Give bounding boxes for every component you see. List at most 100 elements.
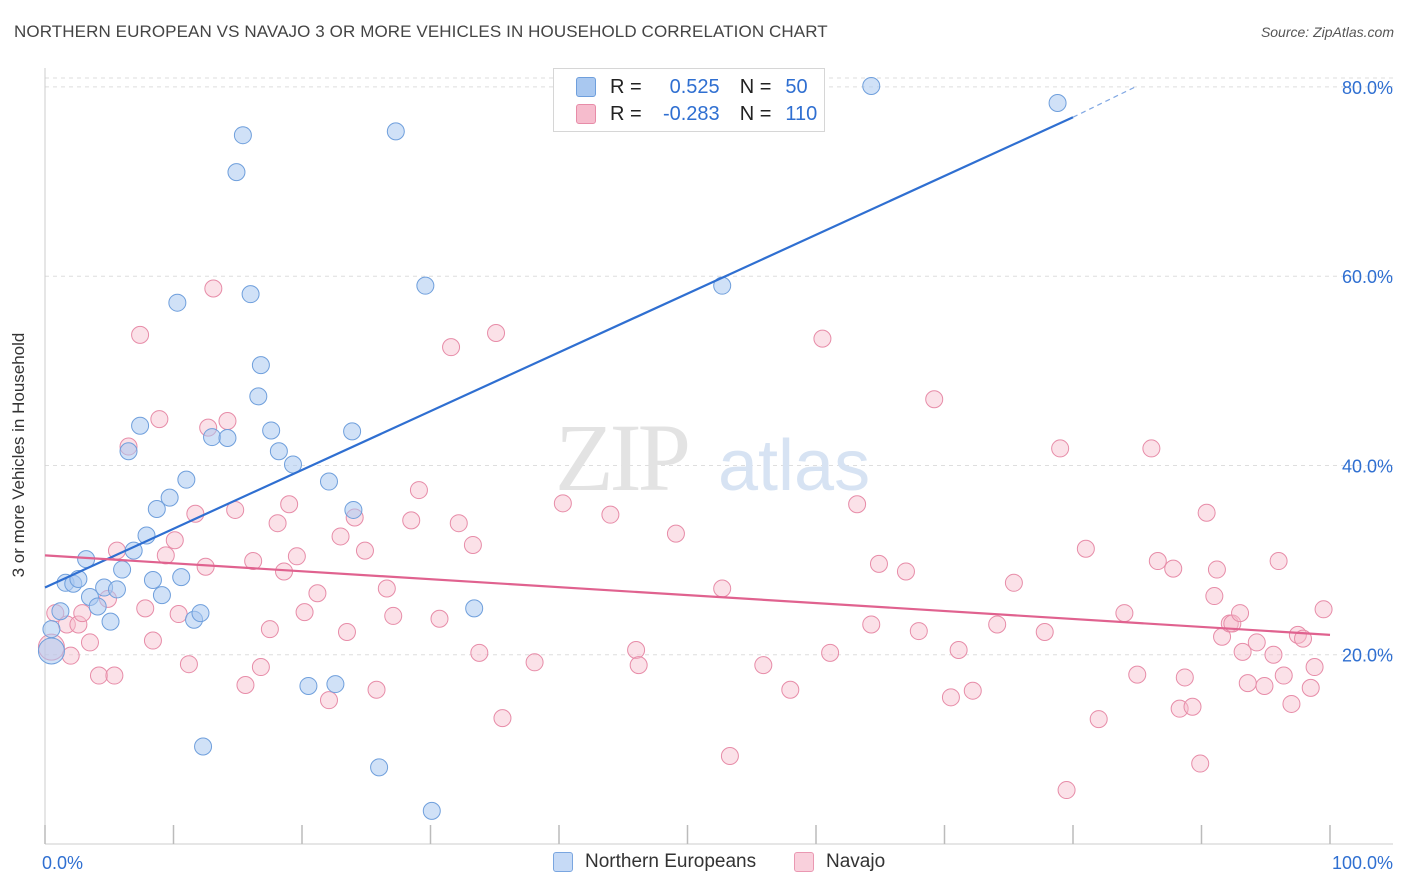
navajo-point [1269,552,1288,571]
navajo-point [295,603,314,622]
x-tick-label: 0.0% [42,853,83,873]
navajo-point [377,579,396,598]
navajo-point [821,643,840,662]
northern-europeans-point [101,612,120,631]
northern-europeans-point [152,586,171,605]
northern-europeans-point [177,470,196,489]
navajo-point [1115,604,1134,623]
navajo-point [430,609,449,628]
navajo-point [1089,710,1108,729]
northern-europeans-point [343,422,362,441]
navajo-point [629,656,648,675]
navajo-point [384,606,403,625]
navajo-point [1301,678,1320,697]
navajo-point [1274,666,1293,685]
northern-europeans-points [37,76,1067,820]
navajo-point [848,495,867,514]
stats-legend: R = 0.525 N = 50 R = -0.283 N = 110 [553,68,825,132]
northern-europeans-point [233,126,252,145]
trend-line-northern-europeans [44,116,1074,589]
navajo-point [713,579,732,598]
northern-europeans-point [319,472,338,491]
northern-europeans-point [37,637,65,665]
navajo-point [287,547,306,566]
navajo-point [319,691,338,710]
trend-line-navajo [44,554,1331,636]
navajo-point [355,541,374,560]
legend-item-navajo[interactable]: Navajo [794,851,885,873]
legend-swatch-pink [576,104,596,124]
trend-line-extension [1072,85,1138,118]
navajo-point [1247,633,1266,652]
northern-europeans-point [203,428,222,447]
navajo-point [1233,642,1252,661]
navajo-point [1175,668,1194,687]
navajo-point [1238,674,1257,693]
navajo-point [463,535,482,554]
navajo-point [1164,559,1183,578]
r-label: R = [610,75,642,98]
legend-swatch-blue [576,77,596,97]
legend-label: Navajo [826,851,886,872]
y-tick-label: 40.0% [1342,456,1393,476]
navajo-point [781,680,800,699]
navajo-point [1128,665,1147,684]
navajo-point [1282,694,1301,713]
y-tick-label: 20.0% [1342,646,1393,666]
r-label: R = [610,102,642,125]
legend-row-navajo: R = -0.283 N = 110 [576,102,817,126]
navajo-point [169,605,188,624]
northern-europeans-point [227,163,246,182]
n-value: 110 [785,102,818,125]
northern-europeans-point [113,560,132,579]
navajo-point [367,680,386,699]
navajo-point [553,494,572,513]
northern-europeans-point [143,570,162,589]
northern-europeans-point [262,421,281,440]
navajo-point [470,643,489,662]
navajo-point [73,604,92,623]
northern-europeans-point [191,604,210,623]
navajo-point [449,514,468,533]
northern-europeans-point [299,676,318,695]
northern-europeans-point [218,429,237,448]
northern-europeans-point [194,737,213,756]
navajo-point [813,329,832,348]
navajo-point [218,411,237,430]
chart-title: NORTHERN EUROPEAN VS NAVAJO 3 OR MORE VE… [14,22,828,41]
navajo-point [487,323,506,342]
navajo-point [862,615,881,634]
navajo-point [80,633,99,652]
northern-europeans-point [386,122,405,141]
series-legend: Northern Europeans Navajo [0,851,1406,877]
northern-europeans-point [131,416,150,435]
northern-europeans-point [370,758,389,777]
navajo-point [525,653,544,672]
navajo-point [627,641,646,659]
navajo-points [37,279,1333,800]
n-label: N = [739,75,772,98]
n-value: 50 [785,75,808,98]
navajo-point [1314,600,1333,619]
navajo-point [331,527,350,546]
navajo-point [136,599,155,618]
r-value: -0.283 [662,102,720,125]
navajo-point [869,554,888,573]
northern-europeans-point [42,620,61,639]
northern-europeans-point [172,568,191,587]
navajo-point [179,655,198,674]
northern-europeans-point [249,387,268,406]
navajo-point [1035,623,1054,642]
navajo-point [1205,587,1224,606]
northern-europeans-point [119,442,138,461]
navajo-point [949,641,968,659]
navajo-point [941,688,960,707]
northern-europeans-point [1048,94,1067,113]
legend-item-northern-europeans[interactable]: Northern Europeans [553,851,756,873]
tick-labels: 20.0% 40.0% 60.0% 80.0% 0.0% 100.0% [42,78,1393,873]
northern-europeans-point [862,76,881,95]
legend-swatch-blue [553,852,573,872]
navajo-point [204,279,223,298]
navajo-point [909,622,928,641]
